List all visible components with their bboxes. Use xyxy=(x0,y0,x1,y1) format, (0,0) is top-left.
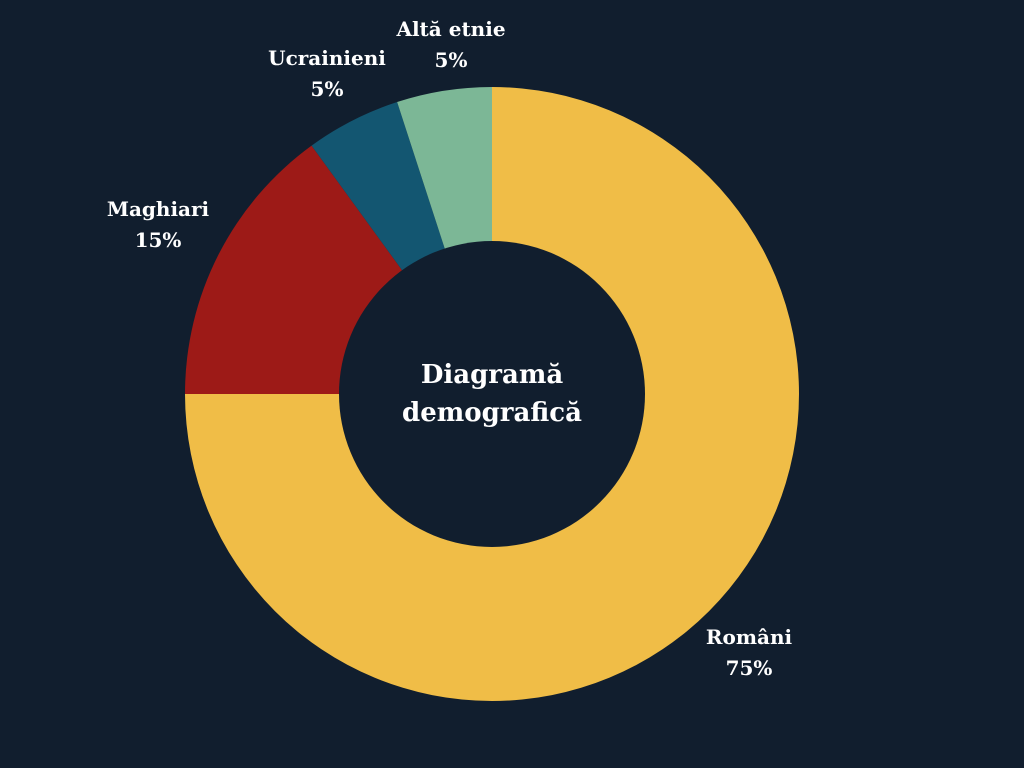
slice-value-romani: 75% xyxy=(725,656,773,680)
slice-label-maghiari: Maghiari 15% xyxy=(107,194,209,256)
slice-value-ucrainieni: 5% xyxy=(310,77,344,101)
slice-label-alta-etnie: Altă etnie 5% xyxy=(396,14,505,76)
chart-title-line-2: demografică xyxy=(402,398,582,428)
slice-name-alta-etnie: Altă etnie xyxy=(396,17,506,41)
slice-name-ucrainieni: Ucrainieni xyxy=(268,46,386,70)
chart-title-line-1: Diagramă xyxy=(420,360,564,390)
slice-name-maghiari: Maghiari xyxy=(106,197,210,221)
chart-title: Diagramă demografică xyxy=(402,356,582,432)
slice-name-romani: Români xyxy=(705,625,793,649)
slice-label-romani: Români 75% xyxy=(706,622,792,684)
slice-value-maghiari: 15% xyxy=(134,228,182,252)
slice-label-ucrainieni: Ucrainieni 5% xyxy=(268,43,386,105)
slice-value-alta-etnie: 5% xyxy=(434,48,468,72)
donut-hole xyxy=(339,241,645,547)
